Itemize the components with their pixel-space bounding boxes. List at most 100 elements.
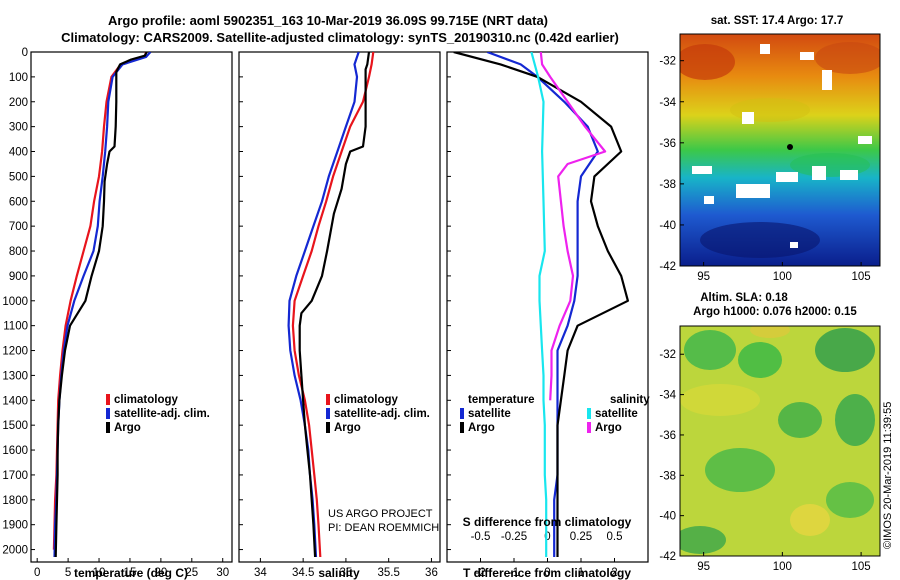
s-tick-label: 0.5 — [607, 531, 623, 543]
map-lat-label: -40 — [659, 511, 676, 523]
x-tick-label: 2 — [611, 567, 617, 579]
legend-sal-climatology-swatch — [326, 394, 330, 405]
x-tick-label: 5 — [65, 567, 71, 579]
map-lat-label: -42 — [659, 261, 676, 273]
map-lat-label: -34 — [659, 390, 676, 402]
legend-diff-temp-title: temperature — [468, 394, 534, 406]
legend-diff-sal-argo-swatch — [587, 422, 591, 433]
legend-diff-sal-sat-swatch — [587, 408, 591, 419]
y-tick-label: 1600 — [2, 445, 28, 457]
t-difference-x-label: T difference from climatology — [463, 566, 631, 580]
series-line-climatology — [291, 52, 375, 558]
legend-diff-sal-sat-label: satellite — [595, 408, 638, 420]
sla-map-frame — [679, 325, 881, 557]
map-lon-label: 105 — [852, 271, 871, 283]
map-lat-label: -36 — [659, 138, 676, 150]
sst-map-image — [680, 34, 880, 266]
y-tick-label: 900 — [9, 271, 28, 283]
x-tick-label: -1 — [509, 567, 519, 579]
x-tick-label: 1 — [578, 567, 584, 579]
x-tick-label: 30 — [216, 567, 229, 579]
y-tick-label: 1500 — [2, 420, 28, 432]
map-lon-label: 95 — [697, 561, 710, 573]
y-tick-label: 1100 — [3, 321, 28, 333]
map-lat-label: -32 — [659, 349, 676, 361]
credit-line2: PI: DEAN ROEMMICH — [328, 522, 439, 534]
x-tick-label: 0 — [34, 567, 40, 579]
temperature-lines — [52, 52, 152, 558]
x-tick-label: 15 — [124, 567, 137, 579]
x-tick-label: 10 — [93, 567, 106, 579]
legend-diff-sal-argo-label: Argo — [595, 422, 622, 434]
imos-watermark: ©IMOS 20-Mar-2019 11:39:55 — [882, 402, 894, 549]
y-tick-label: 1800 — [2, 495, 28, 507]
x-tick-label: 35 — [340, 567, 353, 579]
map-lon-label: 95 — [697, 271, 710, 283]
salinity-x-axis: 34 34.5 35 35.5 36 — [254, 558, 438, 579]
salinity-depth-ticks — [239, 51, 243, 551]
map-lat-label: -40 — [659, 220, 676, 232]
series-line-argo — [54, 52, 148, 558]
y-tick-label: 1200 — [2, 346, 28, 358]
y-tick-label: 300 — [9, 122, 28, 134]
sla-map-image — [680, 326, 880, 556]
map-lon-label: 100 — [773, 561, 792, 573]
legend-diff-temp-sat-label: satellite — [468, 408, 511, 420]
y-tick-label: 800 — [9, 246, 28, 258]
sst-cloud-mask — [692, 44, 872, 248]
difference-lines — [453, 52, 630, 557]
legend-sal-climatology-label: climatology — [334, 394, 399, 406]
s-difference-ticks: -0.5 -0.25 0 0.25 0.5 — [471, 531, 623, 543]
series-line-salinity-satellite — [530, 52, 548, 557]
series-line-temperature-argo — [453, 52, 630, 557]
float-position-marker — [787, 144, 793, 150]
y-tick-label: 400 — [9, 147, 28, 159]
figure-title-line2: Climatology: CARS2009. Satellite-adjuste… — [61, 30, 619, 45]
y-tick-label: 1900 — [2, 520, 28, 532]
legend-diff-sal-title: salinity — [610, 394, 650, 406]
panel-salinity: 34 34.5 35 35.5 36 salinity climatology sate… — [238, 51, 441, 580]
sst-map-axes: 95 100 105 -32 -34 -36 -38 -40 -42 — [659, 56, 870, 283]
legend-sal-satellite-label: satellite-adj. clim. — [334, 408, 430, 420]
x-tick-label: 20 — [154, 567, 167, 579]
y-tick-label: 500 — [9, 171, 28, 183]
x-tick-label: 34.5 — [292, 567, 314, 579]
figure-title-line1: Argo profile: aoml 5902351_163 10-Mar-20… — [108, 13, 548, 28]
x-tick-label: 25 — [185, 567, 198, 579]
sla-map-title1: Altim. SLA: 0.18 — [700, 292, 788, 304]
y-tick-label: 0 — [22, 47, 28, 59]
depth-axis: 0 100 200 300 400 500 600 700 800 900 1000 1100 1200… — [2, 47, 35, 557]
sst-map: 95 100 105 -32 -34 -36 -38 -40 -42 — [659, 33, 881, 283]
x-tick-label: -2 — [475, 567, 485, 579]
map-lon-label: 105 — [852, 561, 871, 573]
legend-temp-climatology-swatch — [106, 394, 110, 405]
legend-diff-temp-sat-swatch — [460, 408, 464, 419]
sst-map-title: sat. SST: 17.4 Argo: 17.7 — [711, 15, 844, 27]
s-tick-label: -0.5 — [471, 531, 491, 543]
y-tick-label: 200 — [9, 97, 28, 109]
y-tick-label: 1400 — [2, 395, 28, 407]
map-lat-label: -38 — [659, 179, 676, 191]
map-lon-label: 100 — [773, 271, 792, 283]
legend-diff-temp-argo-label: Argo — [468, 422, 495, 434]
map-lat-label: -32 — [659, 56, 676, 68]
sla-map: 95 100 105 -32 -34 -36 -38 -40 -42 — [659, 325, 881, 573]
x-tick-label: 34 — [254, 567, 267, 579]
y-tick-label: 600 — [9, 196, 28, 208]
s-difference-label: S difference from climatology — [463, 515, 632, 529]
temperature-x-axis: 0 5 10 15 20 25 30 — [34, 558, 229, 579]
s-tick-label: 0 — [544, 531, 550, 543]
y-tick-label: 2000 — [2, 545, 28, 557]
difference-depth-ticks — [447, 51, 451, 551]
panel-salinity-frame — [238, 51, 441, 563]
legend-sal-argo-swatch — [326, 422, 330, 433]
x-tick-label: 0 — [544, 567, 550, 579]
sla-map-title2: Argo h1000: 0.076 h2000: 0.15 — [693, 306, 857, 318]
x-tick-label: 36 — [425, 567, 438, 579]
credit-line1: US ARGO PROJECT — [328, 508, 433, 520]
y-tick-label: 100 — [9, 72, 28, 84]
panel-temperature-frame — [30, 51, 233, 563]
panel-temperature: 0100200300400500600700800900100011001200… — [2, 47, 233, 580]
difference-x-axis: -2 -1 0 1 2 — [475, 558, 618, 579]
